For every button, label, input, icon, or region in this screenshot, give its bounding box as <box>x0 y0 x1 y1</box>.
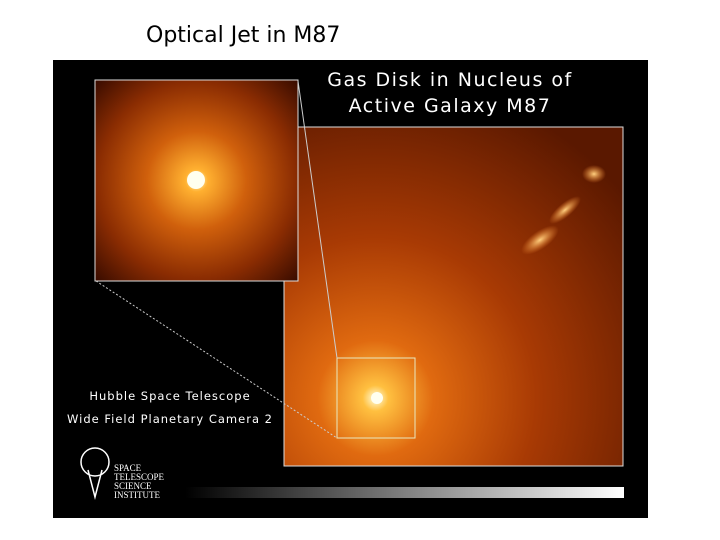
jet-knot <box>521 225 559 255</box>
logo-ring <box>80 447 110 477</box>
credit-line: Hubble Space Telescope <box>89 389 250 403</box>
slide-title: Optical Jet in M87 <box>146 23 340 48</box>
nucleus <box>371 392 383 404</box>
caption-line: Active Galaxy M87 <box>349 95 552 117</box>
inset-nucleus <box>187 171 205 189</box>
logo-mark <box>87 469 103 500</box>
logo: SPACE TELESCOPE SCIENCE INSTITUTE <box>80 447 165 500</box>
zoom-box <box>336 357 416 439</box>
intensity-ramp <box>185 487 624 498</box>
caption-line: Gas Disk in Nucleus of <box>327 69 572 91</box>
jet-knot <box>549 196 581 224</box>
logo-text: SPACE <box>114 463 142 473</box>
jet-knot <box>582 165 606 183</box>
galaxy-image <box>283 126 624 467</box>
logo-text: SCIENCE <box>114 481 152 491</box>
logo-text: TELESCOPE <box>114 472 165 482</box>
credit-line: Wide Field Planetary Camera 2 <box>67 412 273 426</box>
zoom-line <box>297 80 338 359</box>
logo-text: INSTITUTE <box>114 490 160 500</box>
